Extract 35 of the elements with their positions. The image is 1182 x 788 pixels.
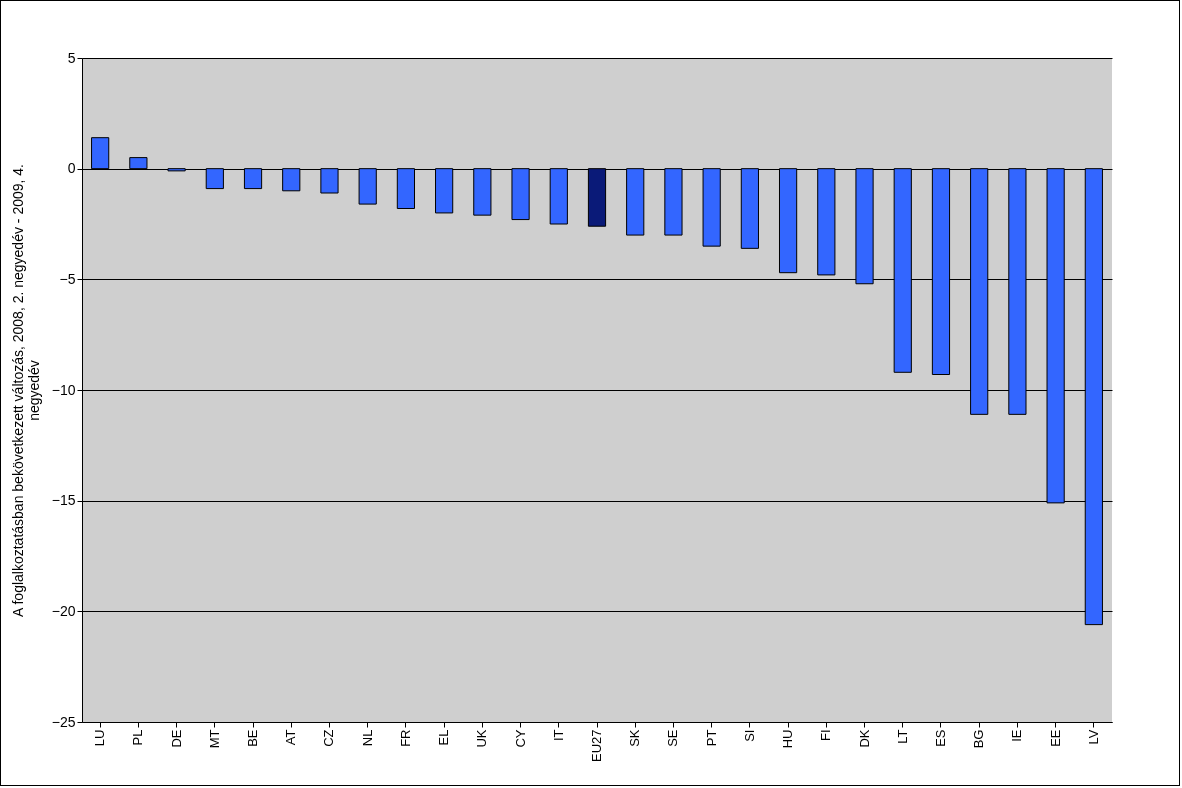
x-tick-label: FR <box>397 729 413 747</box>
x-tick-label: EL <box>436 729 452 746</box>
x-tick-label: AT <box>283 729 299 746</box>
x-tick-label: BG <box>971 729 987 749</box>
x-tick-label: UK <box>474 729 490 748</box>
x-tick-label: SI <box>741 729 757 742</box>
x-tick-label: CY <box>512 729 528 748</box>
x-tick-label: MT <box>206 729 222 749</box>
x-tick-label: NL <box>359 729 375 747</box>
x-tick-label: IE <box>1009 729 1025 742</box>
x-tick-label: SE <box>665 729 681 747</box>
x-tick-label: PT <box>703 729 719 747</box>
y-tick-label: 0 <box>67 160 76 177</box>
y-tick-label: −5 <box>59 270 76 287</box>
y-tick-label: −20 <box>51 602 76 619</box>
x-tick-label: IT <box>550 729 566 742</box>
y-axis-title: A foglalkoztatásban bekövetkezett változás, 2008, 2. negyedév - 2009, 4. negyedév <box>9 164 42 617</box>
x-tick-label: EU27 <box>589 729 604 763</box>
x-tick-label: HU <box>780 729 796 749</box>
y-tick-label: −10 <box>51 381 76 398</box>
x-tick-label: ES <box>932 729 948 747</box>
y-tick-label: −25 <box>51 713 76 730</box>
x-tick-label: EE <box>1047 729 1063 747</box>
x-tick-label: DE <box>168 729 184 748</box>
y-tick-label: −15 <box>51 492 76 509</box>
x-tick-label: LU <box>92 729 108 747</box>
x-tick-label: FI <box>818 729 834 742</box>
x-tick-label: SK <box>627 729 643 747</box>
x-tick-label: DK <box>856 729 872 748</box>
y-tick-label: 5 <box>67 49 76 66</box>
x-tick-label: PL <box>130 729 146 746</box>
x-tick-label: LV <box>1085 729 1101 745</box>
x-tick-label: BE <box>245 729 261 747</box>
x-tick-label: LT <box>894 729 910 744</box>
x-tick-label: CZ <box>321 729 337 747</box>
